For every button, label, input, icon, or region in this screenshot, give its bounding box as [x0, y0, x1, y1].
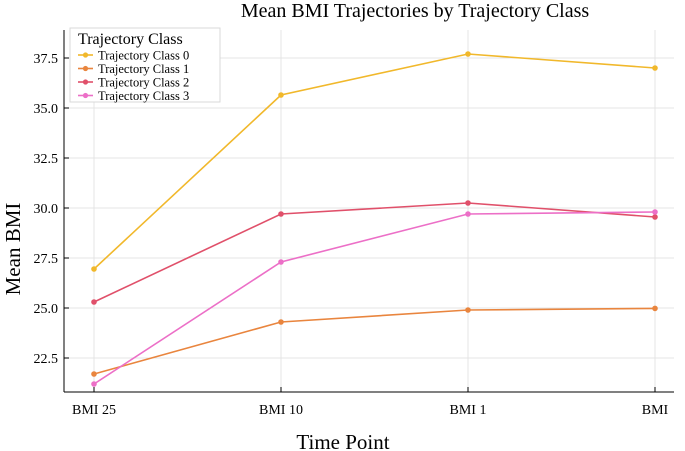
data-point	[652, 65, 658, 71]
series-trajectory-class-0	[91, 51, 658, 272]
data-point	[91, 266, 97, 272]
legend-swatch-marker	[82, 65, 89, 72]
y-axis-label: Mean BMI	[1, 203, 25, 296]
x-tick-label: BMI 10	[259, 403, 303, 418]
data-point	[278, 259, 284, 265]
legend-entry-label: Trajectory Class 1	[98, 62, 189, 76]
x-axis-label: Time Point	[296, 430, 389, 451]
data-point	[278, 92, 284, 98]
ticks: 22.5 25.0 27.5 30.0 32.5 35.0 37.5 BMI 25 BMI 10…	[34, 52, 669, 418]
series-layer	[91, 51, 658, 387]
data-point	[278, 319, 284, 325]
legend: Trajectory Class Trajectory Class 0Traje…	[69, 27, 221, 103]
data-point	[91, 381, 97, 387]
chart-title: Mean BMI Trajectories by Trajectory Clas…	[241, 0, 590, 22]
y-tick-label: 30.0	[34, 202, 59, 217]
x-tick-label: BMI 1	[450, 403, 487, 418]
y-tick-label: 27.5	[34, 252, 59, 267]
legend-entry-label: Trajectory Class 2	[98, 76, 189, 90]
data-point	[465, 307, 471, 313]
y-tick-label: 35.0	[34, 102, 59, 117]
data-point	[91, 299, 97, 305]
y-tick-label: 32.5	[34, 152, 59, 167]
y-tick-label: 25.0	[34, 302, 59, 317]
legend-entry-label: Trajectory Class 3	[98, 89, 189, 103]
y-tick-label: 37.5	[34, 52, 59, 67]
data-point	[91, 371, 97, 377]
data-point	[652, 214, 658, 220]
legend-swatch-marker	[82, 79, 89, 85]
series-trajectory-class-2	[91, 200, 658, 305]
y-tick-label: 22.5	[34, 352, 59, 367]
data-point	[652, 305, 658, 312]
series-trajectory-class-1	[91, 305, 658, 377]
legend-entry-label: Trajectory Class 0	[98, 49, 189, 63]
legend-swatch-marker	[82, 92, 89, 99]
data-point	[465, 51, 471, 57]
series-line	[93, 307, 656, 375]
series-line	[93, 202, 656, 303]
legend-title: Trajectory Class	[78, 31, 183, 48]
series-trajectory-class-3	[91, 209, 658, 387]
data-point	[652, 209, 658, 215]
legend-box	[69, 27, 221, 103]
data-point	[278, 211, 284, 217]
x-tick-label: BMI	[642, 403, 669, 418]
data-point	[465, 200, 471, 206]
series-line	[93, 53, 656, 270]
legend-swatch-marker	[82, 52, 89, 58]
x-tick-label: BMI 25	[72, 403, 116, 418]
series-line	[93, 211, 656, 385]
data-point	[465, 211, 471, 217]
